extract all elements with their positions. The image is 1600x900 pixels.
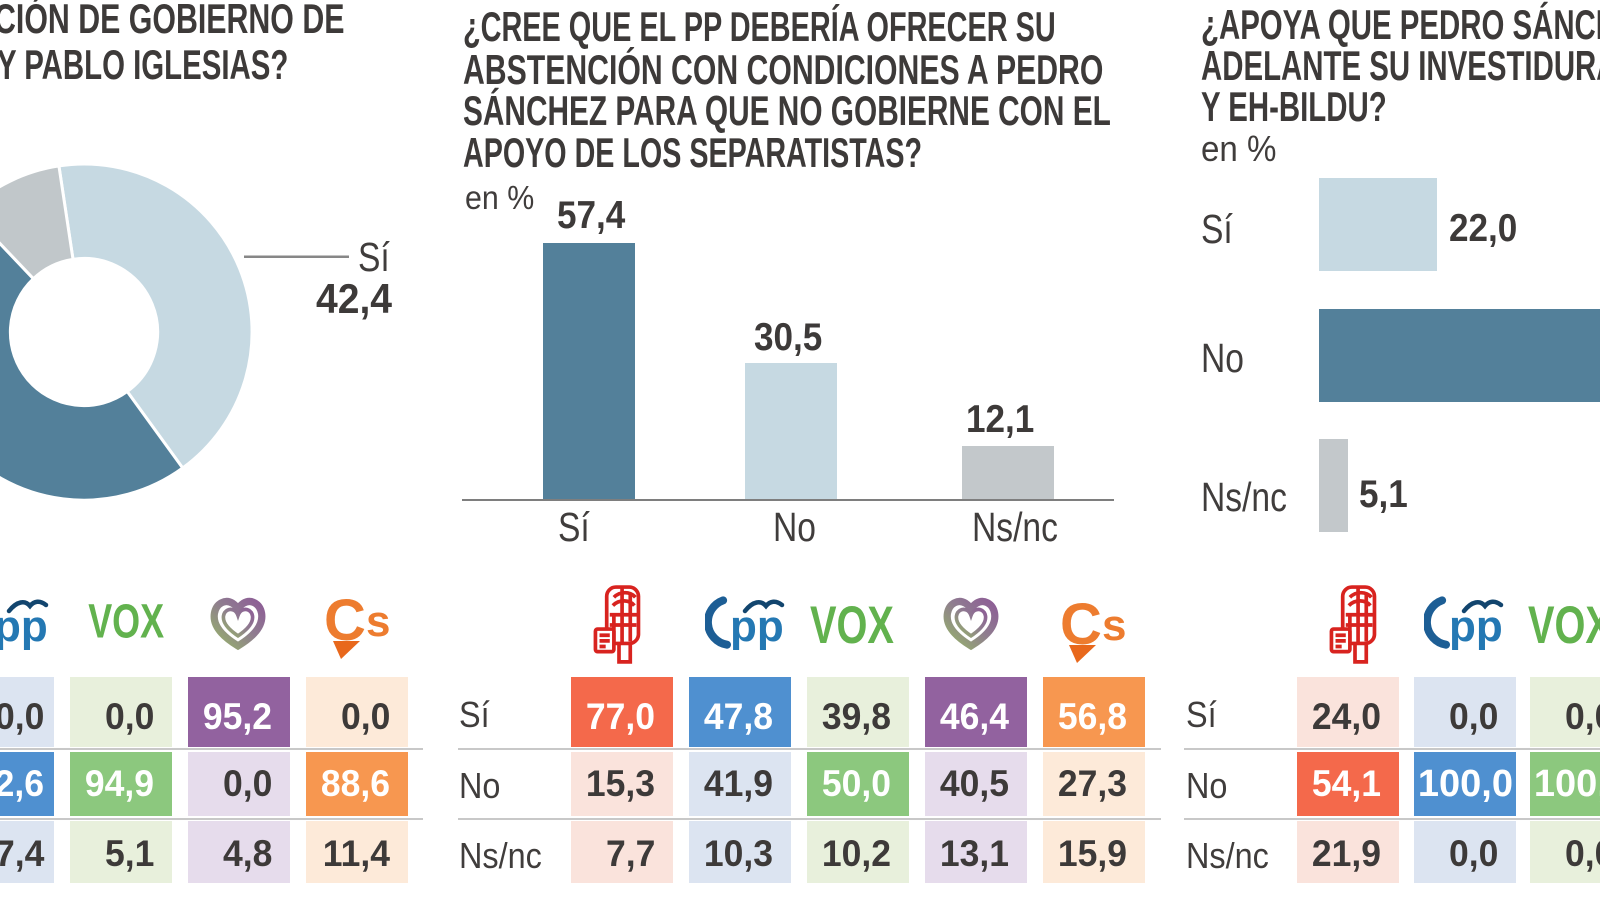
- svg-text:VOX: VOX: [88, 602, 164, 640]
- svg-text:s: s: [366, 597, 390, 646]
- svg-text:pp: pp: [0, 602, 48, 650]
